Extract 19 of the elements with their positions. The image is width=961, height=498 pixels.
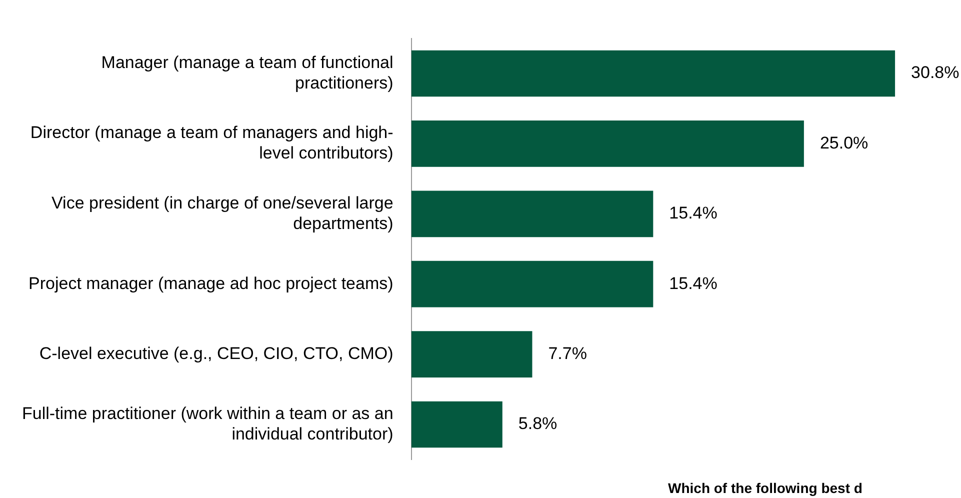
y-tick-label: Manager (manage a team of functional practitioners) xyxy=(101,52,394,92)
data-label: 30.8% xyxy=(911,63,960,82)
y-tick-label: C-level executive (e.g., CEO, CIO, CTO, CMO) xyxy=(39,344,394,363)
text: Which of the following best d xyxy=(668,480,862,496)
data-label: 25.0% xyxy=(820,133,868,152)
y-tick-label: Director (manage a team of managers and high-level contributors) xyxy=(30,123,394,163)
data-label: 15.4% xyxy=(669,274,718,293)
bar xyxy=(411,50,896,97)
bar xyxy=(411,401,502,448)
y-tick-label: Project manager (manage ad hoc project teams) xyxy=(28,274,394,293)
data-label: 15.4% xyxy=(669,204,718,223)
bar xyxy=(411,331,532,378)
data-label: 7.7% xyxy=(548,344,587,363)
y-tick-label: Full-time practitioner (work within a team or as an individual contributor) xyxy=(22,404,394,444)
y-tick-label: Vice president (in charge of one/several large departments) xyxy=(52,193,394,233)
bar xyxy=(411,190,654,238)
data-label: 5.8% xyxy=(518,414,558,434)
bar xyxy=(411,260,654,308)
bar xyxy=(411,120,804,167)
